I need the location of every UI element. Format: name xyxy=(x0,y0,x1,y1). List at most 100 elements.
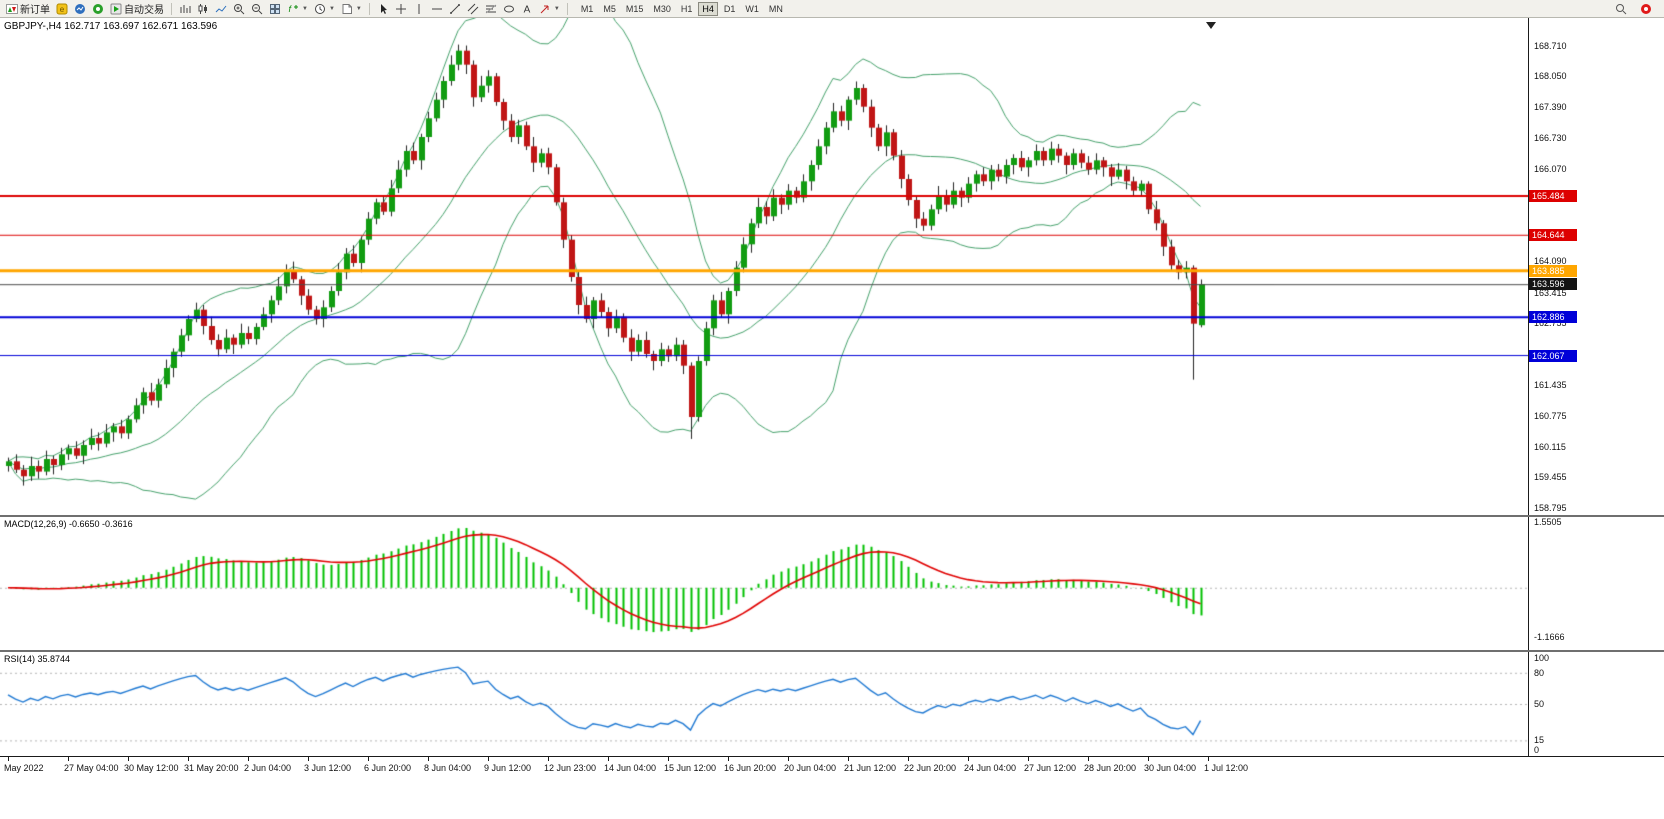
search-button[interactable] xyxy=(1612,0,1630,17)
axis-divider xyxy=(1528,652,1529,756)
arrows-icon xyxy=(540,5,549,13)
main-chart-panel: GBPJPY-,H4 162.717 163.697 162.671 163.5… xyxy=(0,18,1664,515)
price-line-tag[interactable]: 163.885 xyxy=(1529,264,1577,277)
time-axis-tick xyxy=(248,757,249,761)
equidistant-channel-button[interactable] xyxy=(464,0,482,17)
metaeditor-button[interactable]: e xyxy=(53,0,71,17)
text-icon: A xyxy=(524,4,531,15)
zoom-out-button[interactable] xyxy=(248,0,266,17)
price-axis-tick: 167.390 xyxy=(1534,102,1567,113)
time-axis-label: 16 Jun 20:00 xyxy=(724,763,777,773)
timeframe-m1-button[interactable]: M1 xyxy=(580,3,594,14)
time-axis-label: 20 Jun 04:00 xyxy=(784,763,837,773)
rsi-axis-tick: 15 xyxy=(1534,735,1545,746)
shapes-button[interactable] xyxy=(500,0,518,17)
price-line-tag[interactable]: 165.484 xyxy=(1529,190,1577,203)
arrow-objects-button[interactable]: ▼ xyxy=(536,0,563,17)
time-axis-label: 8 Jun 04:00 xyxy=(424,763,472,773)
timeframe-d1-button[interactable]: D1 xyxy=(723,3,736,14)
trendline-button[interactable] xyxy=(446,0,464,17)
macd-axis[interactable]: 1.5505 -1.1666 xyxy=(1529,517,1664,650)
timeframe-h1-button[interactable]: H1 xyxy=(680,3,693,14)
notification-button[interactable] xyxy=(1637,0,1655,17)
time-axis-tick xyxy=(188,757,189,761)
macd-panel: MACD(12,26,9) -0.6650 -0.3616 1.5505 -1.1… xyxy=(0,517,1664,650)
fibonacci-retracement-button[interactable] xyxy=(482,0,500,17)
time-axis[interactable]: May 2022 27 May 04:00 30 May 12:00 31 May 2… xyxy=(0,756,1664,819)
indicators-button[interactable]: f ▼ xyxy=(284,0,311,17)
vertical-line-icon xyxy=(418,3,420,14)
horizontal-line-button[interactable] xyxy=(428,0,446,17)
search-icon xyxy=(1616,3,1627,14)
current-price-tag: 163.596 xyxy=(1529,278,1577,291)
time-axis-tick xyxy=(308,757,309,761)
price-line-tag[interactable]: 162.886 xyxy=(1529,311,1577,324)
price-axis-tick: 160.775 xyxy=(1534,410,1567,421)
panel-resize-divider[interactable] xyxy=(0,650,1664,652)
svg-text:e: e xyxy=(60,5,65,14)
candlestick-chart-button[interactable] xyxy=(194,0,212,17)
time-axis-tick xyxy=(1088,757,1089,761)
timeframe-h4-button[interactable]: H4 xyxy=(698,1,718,16)
macd-canvas[interactable] xyxy=(0,517,1528,650)
rsi-axis[interactable]: 100 80 50 15 0 xyxy=(1529,652,1664,756)
cursor-button[interactable] xyxy=(374,0,392,17)
price-axis-tick: 168.710 xyxy=(1534,40,1567,51)
navigator-button[interactable] xyxy=(89,0,107,17)
macd-axis-tick: -1.1666 xyxy=(1534,632,1565,643)
time-axis-label: 3 Jun 12:00 xyxy=(304,763,352,773)
panel-resize-divider[interactable] xyxy=(0,515,1664,517)
price-line-tag[interactable]: 164.644 xyxy=(1529,229,1577,242)
market-watch-button[interactable] xyxy=(71,0,89,17)
chart-title: GBPJPY-,H4 162.717 163.697 162.671 163.5… xyxy=(4,21,218,32)
rsi-axis-tick: 50 xyxy=(1534,699,1545,709)
toolbar-separator xyxy=(566,2,568,15)
timeframe-w1-button[interactable]: W1 xyxy=(745,3,759,14)
chart-shift-marker[interactable] xyxy=(1206,22,1216,29)
time-axis-tick xyxy=(128,757,129,761)
periods-button[interactable]: ▼ xyxy=(311,0,338,17)
cursor-icon xyxy=(380,3,387,14)
svg-text:A: A xyxy=(524,4,531,15)
templates-button[interactable]: ▼ xyxy=(338,0,365,17)
red-badge-icon xyxy=(1641,3,1651,14)
crosshair-icon xyxy=(395,3,406,14)
time-axis-tick xyxy=(908,757,909,761)
vertical-line-button[interactable] xyxy=(410,0,428,17)
text-label-button[interactable]: A xyxy=(518,0,536,17)
time-axis-label: 30 May 12:00 xyxy=(124,763,179,773)
autotrading-label: 自动交易 xyxy=(124,5,164,16)
rsi-axis-tick: 100 xyxy=(1534,653,1550,663)
price-axis-tick: 161.435 xyxy=(1534,380,1567,391)
price-axis[interactable]: 168.710 168.050 167.390 166.730 166.070 164.0… xyxy=(1529,18,1664,515)
toolbar-separator xyxy=(368,2,370,15)
zoom-in-button[interactable] xyxy=(230,0,248,17)
time-axis-tick xyxy=(8,757,9,761)
tile-windows-button[interactable] xyxy=(266,0,284,17)
trendline-icon xyxy=(449,3,460,14)
channel-icon xyxy=(467,3,479,14)
timeframe-m30-button[interactable]: M30 xyxy=(653,3,671,14)
new-order-button[interactable]: 新订单 xyxy=(3,0,53,17)
timeframe-m5-button[interactable]: M5 xyxy=(603,3,616,14)
dropdown-caret-icon: ▼ xyxy=(355,5,362,12)
timeframe-m15-button[interactable]: M15 xyxy=(625,3,644,14)
candlestick-chart-canvas[interactable] xyxy=(0,18,1528,515)
time-axis-tick xyxy=(668,757,669,761)
time-axis-label: 28 Jun 20:00 xyxy=(1084,763,1137,773)
axis-divider xyxy=(1528,517,1529,650)
autotrading-button[interactable]: 自动交易 xyxy=(107,0,167,17)
rsi-canvas[interactable] xyxy=(0,652,1528,756)
dropdown-caret-icon: ▼ xyxy=(328,5,335,12)
time-axis-label: 31 May 20:00 xyxy=(184,763,239,773)
crosshair-button[interactable] xyxy=(392,0,410,17)
price-axis-tick: 160.115 xyxy=(1534,441,1566,452)
tile-windows-icon xyxy=(270,3,280,14)
toolbar: 新订单 e 自动交易 f ▼ ▼ ▼ A ▼ M1 M5 M15 M30 H1 H4 D1 W1 MN xyxy=(0,0,1664,18)
bar-chart-button[interactable] xyxy=(176,0,194,17)
timeframe-mn-button[interactable]: MN xyxy=(768,3,783,14)
price-line-tag[interactable]: 162.067 xyxy=(1529,349,1577,362)
time-axis-tick xyxy=(1148,757,1149,761)
time-axis-label: 21 Jun 12:00 xyxy=(844,763,897,773)
line-chart-button[interactable] xyxy=(212,0,230,17)
